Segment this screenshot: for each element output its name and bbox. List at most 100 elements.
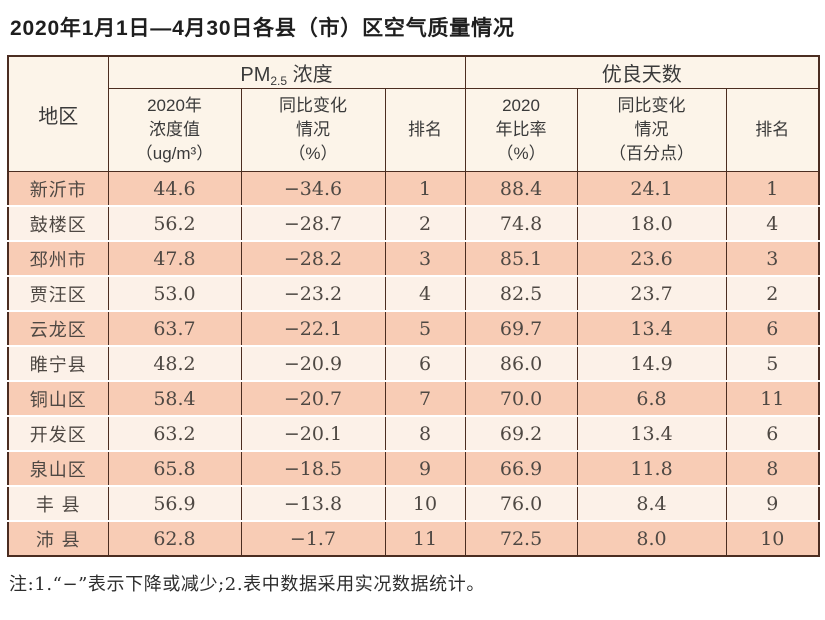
good-days-rank-cell: 4	[725, 205, 820, 241]
region-cell: 邳州市	[7, 240, 109, 276]
good-days-rank-cell: 6	[725, 415, 820, 451]
region-cell: 开发区	[7, 415, 109, 451]
good-days-rate-cell: 70.0	[464, 380, 578, 416]
pm-rank-cell: 11	[384, 520, 466, 556]
good-days-change-cell: 11.8	[576, 450, 727, 486]
good-days-rate-cell: 69.2	[464, 415, 578, 451]
region-cell: 新沂市	[7, 171, 109, 206]
pm-rank-cell: 8	[384, 415, 466, 451]
good-days-change-cell: 8.4	[576, 485, 727, 521]
col-header-pm-rank: 排名	[384, 88, 466, 172]
good-days-rank-cell: 8	[725, 450, 820, 486]
good-days-rate-cell: 69.7	[464, 310, 578, 346]
good-days-change-cell: 23.6	[576, 240, 727, 276]
pm-concentration-cell: 56.9	[107, 485, 242, 521]
pm-change-cell: −20.1	[240, 415, 386, 451]
pm-concentration-cell: 63.7	[107, 310, 242, 346]
good-days-rank-cell: 3	[725, 240, 820, 276]
col-header-good-rank: 排名	[725, 88, 820, 172]
pm-change-cell: −22.1	[240, 310, 386, 346]
good-days-rate-cell: 86.0	[464, 345, 578, 381]
header-sub-row: 2020年 浓度值 （ug/m³） 同比变化 情况 （%） 排名 2020 年比…	[8, 88, 820, 172]
pm-change-cell: −20.7	[240, 380, 386, 416]
table-row: 铜山区 58.4 −20.7 7 70.0 6.8 11	[7, 380, 820, 416]
table-row: 沛 县 62.8 −1.7 11 72.5 8.0 10	[7, 520, 820, 556]
table-row: 泉山区 65.8 −18.5 9 66.9 11.8 8	[7, 450, 820, 486]
pm-concentration-cell: 48.2	[107, 345, 242, 381]
pm-concentration-cell: 56.2	[107, 205, 242, 241]
col-group-good-days: 优良天数	[464, 56, 820, 89]
footnote: 注:1.“−”表示下降或减少;2.表中数据采用实况数据统计。	[9, 574, 485, 595]
good-days-rate-cell: 88.4	[464, 171, 578, 206]
pm-rank-cell: 3	[384, 240, 466, 276]
good-days-rate-cell: 74.8	[464, 205, 578, 241]
table-row: 鼓楼区 56.2 −28.7 2 74.8 18.0 4	[7, 205, 820, 241]
region-cell: 泉山区	[7, 450, 109, 486]
pm-change-cell: −28.2	[240, 240, 386, 276]
region-cell: 沛 县	[7, 520, 109, 556]
pm-change-cell: −13.8	[240, 485, 386, 521]
col-group-pm25: PM2.5 浓度	[107, 56, 466, 89]
col-header-region: 地区	[7, 56, 109, 172]
table-row: 丰 县 56.9 −13.8 10 76.0 8.4 9	[7, 485, 820, 521]
good-days-rate-cell: 76.0	[464, 485, 578, 521]
good-days-rank-cell: 2	[725, 275, 820, 311]
table-row: 贾汪区 53.0 −23.2 4 82.5 23.7 2	[7, 275, 820, 311]
pm25-label-base: PM	[240, 63, 271, 86]
pm-concentration-cell: 47.8	[107, 240, 242, 276]
pm-change-cell: −1.7	[240, 520, 386, 556]
good-days-change-cell: 13.4	[576, 415, 727, 451]
good-days-rank-cell: 5	[725, 345, 820, 381]
region-cell: 铜山区	[7, 380, 109, 416]
pm-change-cell: −23.2	[240, 275, 386, 311]
good-days-rate-cell: 85.1	[464, 240, 578, 276]
pm-rank-cell: 1	[384, 171, 466, 206]
col-header-good-rate: 2020 年比率 （%）	[464, 88, 578, 172]
col-header-pm-value: 2020年 浓度值 （ug/m³）	[107, 88, 242, 172]
col-header-pm-change: 同比变化 情况 （%）	[240, 88, 386, 172]
good-days-change-cell: 13.4	[576, 310, 727, 346]
good-days-rank-cell: 9	[725, 485, 820, 521]
air-quality-table: 地区 PM2.5 浓度 优良天数 2020年 浓度值 （ug/m³） 同比变化 …	[7, 55, 821, 557]
region-cell: 睢宁县	[7, 345, 109, 381]
pm-concentration-cell: 65.8	[107, 450, 242, 486]
good-days-change-cell: 8.0	[576, 520, 727, 556]
pm-change-cell: −28.7	[240, 205, 386, 241]
good-days-change-cell: 6.8	[576, 380, 727, 416]
table-row: 睢宁县 48.2 −20.9 6 86.0 14.9 5	[7, 345, 820, 381]
table-row: 新沂市 44.6 −34.6 1 88.4 24.1 1	[7, 171, 820, 206]
pm25-label-rest: 浓度	[287, 63, 333, 86]
good-days-rate-cell: 82.5	[464, 275, 578, 311]
pm-concentration-cell: 58.4	[107, 380, 242, 416]
pm-concentration-cell: 62.8	[107, 520, 242, 556]
pm-rank-cell: 9	[384, 450, 466, 486]
good-days-rank-cell: 1	[725, 171, 820, 206]
region-cell: 贾汪区	[7, 275, 109, 311]
pm-change-cell: −34.6	[240, 171, 386, 206]
header-group-row: 地区 PM2.5 浓度 优良天数	[7, 56, 820, 172]
pm25-label-subscript: 2.5	[270, 73, 288, 88]
good-days-change-cell: 14.9	[576, 345, 727, 381]
good-days-rate-cell: 72.5	[464, 520, 578, 556]
good-days-change-cell: 18.0	[576, 205, 727, 241]
table-row: 邳州市 47.8 −28.2 3 85.1 23.6 3	[7, 240, 820, 276]
pm-rank-cell: 2	[384, 205, 466, 241]
region-cell: 鼓楼区	[7, 205, 109, 241]
pm-change-cell: −18.5	[240, 450, 386, 486]
page-title: 2020年1月1日—4月30日各县（市）区空气质量情况	[10, 17, 515, 40]
pm-rank-cell: 10	[384, 485, 466, 521]
table-row: 云龙区 63.7 −22.1 5 69.7 13.4 6	[7, 310, 820, 346]
good-days-rank-cell: 6	[725, 310, 820, 346]
pm-change-cell: −20.9	[240, 345, 386, 381]
pm-concentration-cell: 44.6	[107, 171, 242, 206]
pm-rank-cell: 5	[384, 310, 466, 346]
pm-rank-cell: 4	[384, 275, 466, 311]
good-days-rank-cell: 11	[725, 380, 820, 416]
col-header-good-change: 同比变化 情况 （百分点）	[576, 88, 727, 172]
pm-concentration-cell: 63.2	[107, 415, 242, 451]
pm-rank-cell: 7	[384, 380, 466, 416]
pm-concentration-cell: 53.0	[107, 275, 242, 311]
region-cell: 云龙区	[7, 310, 109, 346]
region-cell: 丰 县	[7, 485, 109, 521]
